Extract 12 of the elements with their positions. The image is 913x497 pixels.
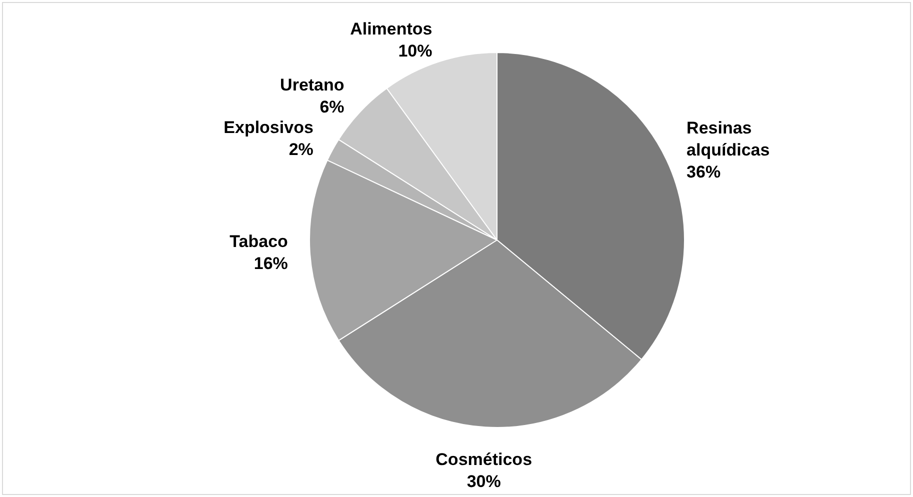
slice-label: Explosivos: [224, 118, 314, 137]
data-label: 16%: [254, 254, 288, 273]
data-label: 10%: [398, 41, 432, 60]
slice-label: Cosméticos: [436, 450, 532, 469]
slice-label: Tabaco: [230, 232, 288, 251]
data-label: 2%: [288, 140, 314, 159]
slice-label: Uretano: [280, 75, 344, 94]
slice-label: Resinas alquídicas: [686, 118, 770, 160]
data-label: 36%: [686, 162, 721, 182]
slice-label: Alimentos: [350, 19, 432, 38]
data-label: 30%: [466, 472, 501, 491]
data-label: 6%: [320, 97, 344, 116]
